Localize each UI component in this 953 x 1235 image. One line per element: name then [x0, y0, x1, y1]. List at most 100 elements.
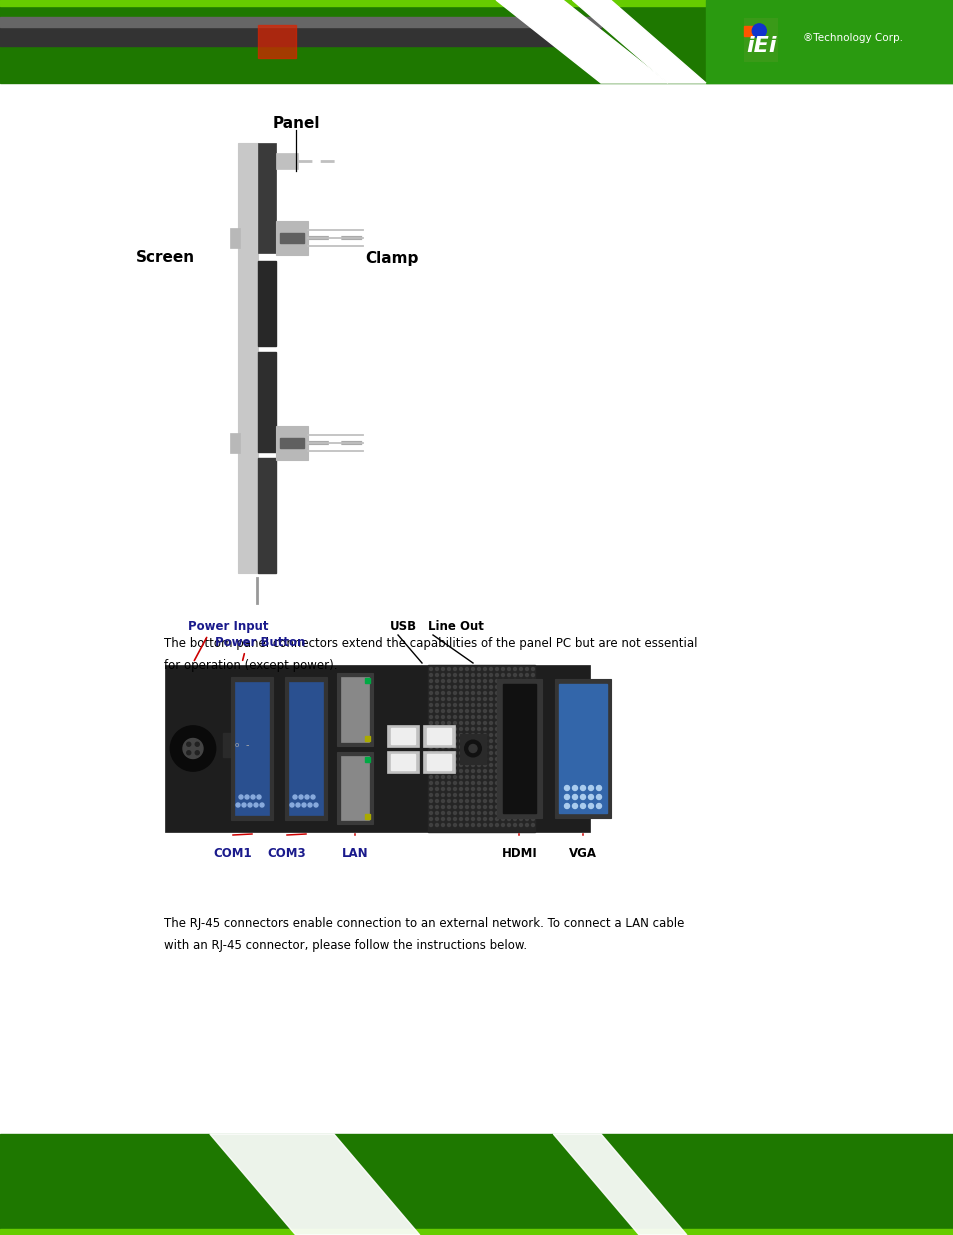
Circle shape [495, 769, 498, 773]
Circle shape [435, 782, 438, 784]
Circle shape [531, 715, 534, 719]
Circle shape [525, 698, 528, 700]
Bar [285, 677, 327, 820]
Circle shape [525, 721, 528, 725]
Circle shape [507, 763, 510, 767]
Circle shape [519, 734, 522, 736]
Circle shape [471, 818, 474, 820]
Circle shape [564, 794, 569, 799]
Bar [221, 730, 263, 760]
Circle shape [531, 740, 534, 742]
Circle shape [507, 799, 510, 803]
Circle shape [447, 782, 450, 784]
Circle shape [429, 769, 432, 773]
Circle shape [429, 709, 432, 713]
Circle shape [471, 752, 474, 755]
Circle shape [483, 698, 486, 700]
Circle shape [453, 769, 456, 773]
Circle shape [441, 685, 444, 688]
Circle shape [453, 757, 456, 761]
Circle shape [429, 752, 432, 755]
Circle shape [447, 799, 450, 803]
Circle shape [464, 741, 480, 757]
Circle shape [596, 794, 601, 799]
Circle shape [429, 679, 432, 683]
Circle shape [495, 757, 498, 761]
Bar [257, 352, 275, 452]
Circle shape [495, 824, 498, 826]
Circle shape [501, 763, 504, 767]
Circle shape [596, 804, 601, 809]
Circle shape [465, 692, 468, 694]
Circle shape [471, 805, 474, 809]
Circle shape [519, 667, 522, 671]
Circle shape [441, 776, 444, 778]
Circle shape [483, 776, 486, 778]
Text: o: o [234, 742, 239, 748]
Circle shape [471, 746, 474, 748]
Circle shape [489, 709, 492, 713]
Bar [289, 682, 323, 815]
Circle shape [471, 685, 474, 688]
Circle shape [477, 715, 480, 719]
Circle shape [471, 673, 474, 677]
Circle shape [441, 667, 444, 671]
Circle shape [525, 709, 528, 713]
Bar [422, 751, 455, 773]
Circle shape [507, 752, 510, 755]
Circle shape [447, 776, 450, 778]
Circle shape [531, 698, 534, 700]
Circle shape [513, 824, 516, 826]
Text: Power Input: Power Input [188, 620, 268, 634]
Circle shape [525, 667, 528, 671]
Circle shape [441, 709, 444, 713]
Circle shape [429, 734, 432, 736]
Circle shape [465, 763, 468, 767]
Circle shape [519, 776, 522, 778]
Circle shape [447, 734, 450, 736]
Circle shape [290, 803, 294, 806]
Text: COM1: COM1 [213, 847, 252, 860]
Circle shape [435, 709, 438, 713]
Bar [340, 756, 369, 820]
Bar [385, 671, 458, 826]
Circle shape [501, 667, 504, 671]
Circle shape [435, 704, 438, 706]
Circle shape [507, 824, 510, 826]
Polygon shape [210, 1134, 419, 1235]
Bar [257, 25, 295, 58]
Circle shape [465, 704, 468, 706]
Circle shape [501, 752, 504, 755]
Circle shape [572, 785, 577, 790]
Circle shape [314, 803, 317, 806]
Circle shape [435, 757, 438, 761]
Circle shape [465, 734, 468, 736]
Circle shape [465, 746, 468, 748]
Text: iEi: iEi [745, 36, 776, 56]
Circle shape [489, 704, 492, 706]
Circle shape [525, 805, 528, 809]
Circle shape [471, 692, 474, 694]
Circle shape [441, 811, 444, 815]
Circle shape [495, 715, 498, 719]
Circle shape [459, 715, 462, 719]
Circle shape [453, 776, 456, 778]
Bar [743, 17, 778, 62]
Circle shape [531, 811, 534, 815]
Circle shape [477, 692, 480, 694]
Circle shape [513, 805, 516, 809]
Circle shape [465, 811, 468, 815]
Circle shape [477, 685, 480, 688]
Circle shape [234, 737, 249, 752]
Circle shape [519, 709, 522, 713]
Circle shape [429, 782, 432, 784]
Circle shape [471, 763, 474, 767]
Circle shape [483, 818, 486, 820]
Circle shape [513, 721, 516, 725]
Circle shape [501, 704, 504, 706]
Text: Panel: Panel [272, 116, 319, 131]
Circle shape [519, 715, 522, 719]
Circle shape [483, 721, 486, 725]
Circle shape [465, 794, 468, 797]
Circle shape [501, 824, 504, 826]
